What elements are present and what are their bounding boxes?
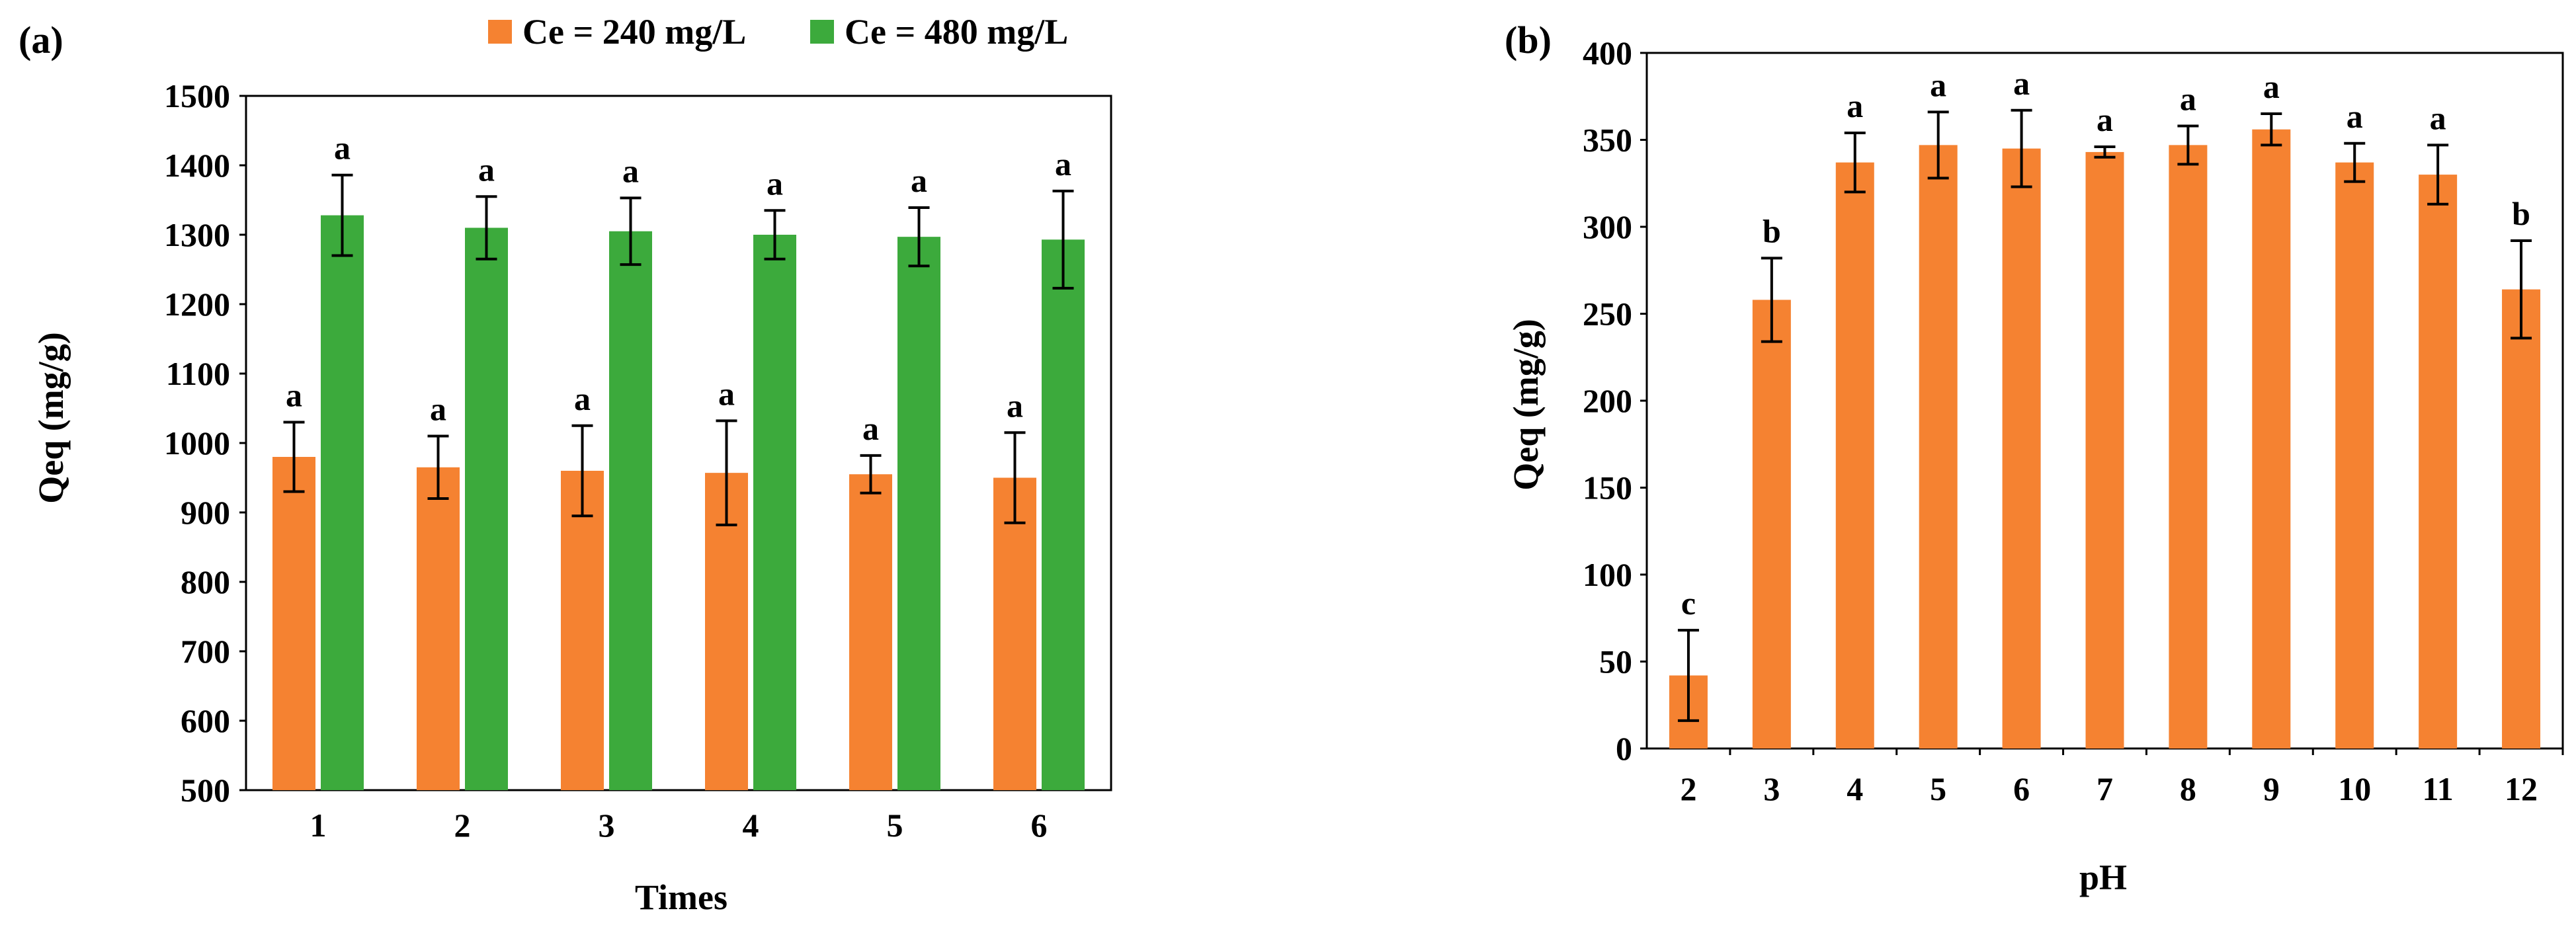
chart-b: (b) pH Qeq (mg/g) 0 50 100 150 200 250 300 350 4… xyxy=(1505,19,2564,897)
y-tick-label-b: 350 xyxy=(1583,122,1632,159)
significance-letter-a: a xyxy=(622,152,639,189)
legend-label-480: Ce = 480 mg/L xyxy=(845,12,1068,52)
plot-frame-a xyxy=(245,95,1112,791)
y-tick-label-b: 100 xyxy=(1583,556,1632,593)
significance-letter-b: a xyxy=(2347,98,2363,135)
y-tick-label-a: 500 xyxy=(181,772,230,809)
x-tick-label-b: 3 xyxy=(1763,770,1780,807)
significance-letter-a: a xyxy=(334,130,351,167)
bar-a xyxy=(753,235,796,790)
x-tick-label-a: 1 xyxy=(310,807,327,844)
x-tick-label-a: 3 xyxy=(599,807,615,844)
y-tick-label-a: 1500 xyxy=(164,77,230,114)
bar-b xyxy=(2502,289,2541,748)
x-tick-label-b: 4 xyxy=(1847,770,1863,807)
y-tick-label-a: 1400 xyxy=(164,147,230,184)
x-tick-label-a: 2 xyxy=(454,807,471,844)
significance-letter-a: a xyxy=(478,151,495,188)
bar-b xyxy=(2002,148,2041,748)
x-tick-label-b: 5 xyxy=(1930,770,1946,807)
x-tick-label-b: 12 xyxy=(2505,770,2538,807)
significance-letter-b: b xyxy=(2512,195,2530,232)
x-tick-label-b: 8 xyxy=(2180,770,2196,807)
bar-a xyxy=(561,471,604,790)
y-tick-label-a: 1000 xyxy=(164,424,230,462)
x-tick-label-a: 6 xyxy=(1031,807,1048,844)
bar-b xyxy=(1752,300,1791,749)
y-tick-label-b: 150 xyxy=(1583,469,1632,506)
legend-swatch-240 xyxy=(488,20,512,44)
x-tick-label-b: 11 xyxy=(2423,770,2454,807)
y-tick-label-b: 250 xyxy=(1583,296,1632,333)
bar-b xyxy=(2085,151,2124,748)
significance-letter-a: a xyxy=(767,165,783,202)
bar-b xyxy=(2335,162,2374,748)
bar-a xyxy=(609,231,652,790)
y-tick-label-b: 200 xyxy=(1583,382,1632,419)
bar-a xyxy=(1042,239,1085,791)
significance-letter-b: a xyxy=(1930,66,1946,103)
panel-label-a: (a) xyxy=(19,19,63,61)
y-axis-title-b: Qeq (mg/g) xyxy=(1506,319,1546,490)
bar-a xyxy=(465,227,508,790)
y-tick-label-b: 400 xyxy=(1583,34,1632,71)
legend-label-240: Ce = 240 mg/L xyxy=(522,12,746,52)
x-tick-label-b: 2 xyxy=(1680,770,1696,807)
y-tick-label-a: 900 xyxy=(181,494,230,531)
x-tick-label-a: 4 xyxy=(743,807,759,844)
significance-letter-b: a xyxy=(1847,87,1863,124)
significance-letter-a: a xyxy=(718,375,735,412)
significance-letter-a: a xyxy=(1055,145,1071,182)
y-tick-label-a: 1300 xyxy=(164,216,230,253)
bar-b xyxy=(2419,175,2458,749)
x-tick-label-b: 6 xyxy=(2013,770,2030,807)
bar-a xyxy=(272,457,315,790)
significance-letter-b: a xyxy=(2430,99,2446,136)
significance-letter-b: a xyxy=(2263,68,2280,105)
significance-letter-a: a xyxy=(574,380,591,417)
significance-letter-a: a xyxy=(286,377,302,414)
y-tick-label-b: 300 xyxy=(1583,208,1632,245)
x-tick-label-b: 7 xyxy=(2097,770,2113,807)
y-tick-label-a: 1200 xyxy=(164,286,230,323)
bar-a xyxy=(897,237,940,790)
significance-letter-b: a xyxy=(2097,101,2113,138)
bar-a xyxy=(417,467,460,790)
bar-b xyxy=(1919,145,1958,748)
significance-letter-b: a xyxy=(2180,80,2196,117)
y-tick-label-b: 50 xyxy=(1599,643,1632,680)
bar-a xyxy=(849,474,892,790)
significance-letter-b: b xyxy=(1763,212,1781,249)
panel-label-b: (b) xyxy=(1505,19,1552,61)
significance-letter-a: a xyxy=(862,410,879,447)
chart-a: (a) Ce = 240 mg/L Ce = 480 mg/L Times Qe… xyxy=(19,12,1112,917)
bar-b xyxy=(2169,145,2208,748)
x-tick-label-b: 9 xyxy=(2263,770,2280,807)
y-tick-label-a: 1100 xyxy=(166,355,230,392)
legend-swatch-480 xyxy=(810,20,834,44)
bar-b xyxy=(2252,129,2291,749)
x-tick-label-b: 10 xyxy=(2338,770,2371,807)
bar-a xyxy=(993,477,1036,790)
significance-letter-a: a xyxy=(911,162,927,199)
significance-letter-a: a xyxy=(430,391,446,428)
y-tick-label-b: 0 xyxy=(1616,730,1632,767)
bar-a xyxy=(321,215,364,791)
x-tick-label-a: 5 xyxy=(887,807,903,844)
legend-a: Ce = 240 mg/L Ce = 480 mg/L xyxy=(488,12,1068,52)
significance-letter-b: c xyxy=(1681,585,1696,622)
bar-b xyxy=(1835,162,1874,748)
y-tick-label-a: 600 xyxy=(181,702,230,739)
x-axis-title-b: pH xyxy=(2079,858,2127,897)
x-axis-title-a: Times xyxy=(635,877,727,917)
significance-letter-a: a xyxy=(1007,387,1023,424)
y-tick-label-a: 800 xyxy=(181,563,230,600)
significance-letter-b: a xyxy=(2013,65,2030,102)
y-axis-title-a: Qeq (mg/g) xyxy=(31,332,71,503)
y-tick-label-a: 700 xyxy=(181,633,230,670)
